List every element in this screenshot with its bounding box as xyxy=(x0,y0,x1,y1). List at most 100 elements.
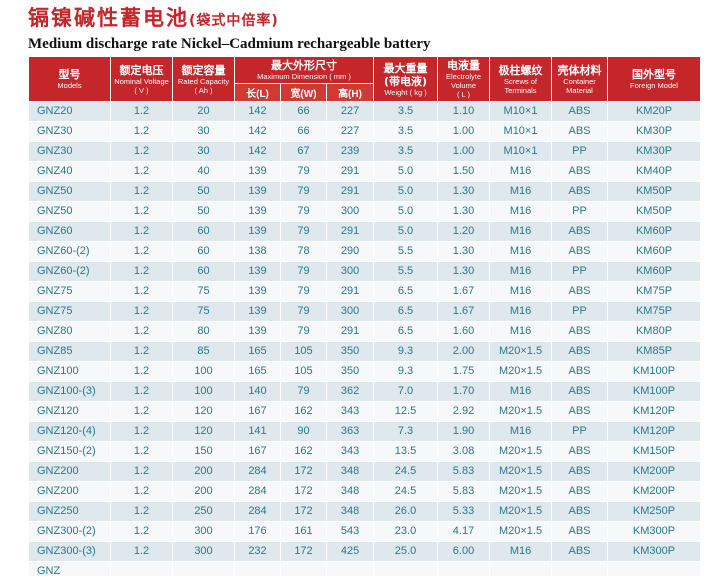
table-cell: 172 xyxy=(280,461,327,482)
table-cell: 30 xyxy=(172,121,235,142)
table-cell: 1.30 xyxy=(437,261,491,282)
table-cell: ABS xyxy=(551,281,609,302)
table-cell: 5.0 xyxy=(373,221,439,242)
table-cell: 9.3 xyxy=(373,341,439,362)
table-cell xyxy=(280,561,327,576)
model-cell: GNZ50 xyxy=(28,181,111,202)
table-row: GNZ100-(3) 1.2 100 140 79 362 7.0 1.70 M16 ABS KM1… xyxy=(28,381,702,402)
header-dimension-en: Maximum Dimension ( mm ) xyxy=(257,72,351,81)
table-cell: 6.5 xyxy=(373,301,439,322)
table-cell: KM300P xyxy=(607,541,702,562)
table-cell: 543 xyxy=(325,521,375,542)
table-cell: 1.2 xyxy=(110,541,173,562)
table-cell: 50 xyxy=(172,201,235,222)
table-cell: 3.08 xyxy=(437,441,491,462)
table-cell: ABS xyxy=(551,521,609,542)
table-cell: 1.00 xyxy=(437,141,491,162)
table-cell: 3.5 xyxy=(373,101,439,122)
table-cell: M16 xyxy=(489,201,553,222)
table-cell: 79 xyxy=(280,161,327,182)
table-cell: 1.00 xyxy=(437,121,491,142)
table-cell: 3.5 xyxy=(373,141,439,162)
header-capacity-cn: 额定容量 xyxy=(181,63,226,77)
table-cell: 75 xyxy=(172,281,235,302)
table-cell: M20×1.5 xyxy=(489,521,553,542)
table-cell: ABS xyxy=(551,321,609,342)
table-cell: 139 xyxy=(234,221,281,242)
table-cell: 1.2 xyxy=(110,181,173,202)
table-row: GNZ300-(3) 1.2 300 232 172 425 25.0 6.00 M16 ABS K… xyxy=(28,541,702,562)
table-cell: KM40P xyxy=(607,161,702,182)
table-cell: 300 xyxy=(172,521,235,542)
header-electrolyte-en2: Volume xyxy=(451,81,477,90)
table-cell: 165 xyxy=(234,361,281,382)
table-cell: M20×1.5 xyxy=(489,361,553,382)
table-row: GNZ50 1.2 50 139 79 300 5.0 1.30 M16 PP KM50P xyxy=(28,201,702,222)
model-cell: GNZ30 xyxy=(28,141,111,162)
table-cell: 25.0 xyxy=(373,541,439,562)
table-cell: M16 xyxy=(489,421,553,442)
header-electrolyte-cn: 电液量 xyxy=(447,59,481,72)
model-cell: GNZ150-(2) xyxy=(28,441,111,462)
header-weight-en: Weight ( kg ) xyxy=(384,87,427,97)
table-cell: KM60P xyxy=(607,261,702,282)
header-height: 高(H) xyxy=(325,83,375,102)
table-cell: 5.83 xyxy=(437,461,491,482)
table-row: GNZ250 1.2 250 284 172 348 26.0 5.33 M20×1.5 ABS K… xyxy=(28,501,702,522)
table-cell: 6.5 xyxy=(373,321,439,342)
header-models: 型号 Models xyxy=(28,56,111,102)
table-cell: 227 xyxy=(325,101,375,122)
header-screws-en2: Terminals xyxy=(504,85,537,95)
table-cell: 1.2 xyxy=(110,521,173,542)
table-cell: 139 xyxy=(234,201,281,222)
table-cell: 1.30 xyxy=(437,241,491,262)
table-cell: 232 xyxy=(234,541,281,562)
table-cell: M16 xyxy=(489,161,553,182)
header-electrolyte-volume: 电液量 Electrolyte Volume ( L ) xyxy=(437,56,491,102)
model-cell: GNZ250 xyxy=(28,501,111,522)
table-cell: 9.3 xyxy=(373,361,439,382)
table-cell: 172 xyxy=(280,481,327,502)
table-row: GNZ20 1.2 20 142 66 227 3.5 1.10 M10×1 ABS KM20P xyxy=(28,101,702,122)
table-cell: 1.90 xyxy=(437,421,491,442)
table-cell: 79 xyxy=(280,201,327,222)
table-cell: KM100P xyxy=(607,381,702,402)
page-title-chinese: 镉镍碱性蓄电池(袋式中倍率) xyxy=(28,5,728,34)
table-cell: 1.2 xyxy=(110,201,173,222)
table-cell: 300 xyxy=(172,541,235,562)
table-cell: ABS xyxy=(551,341,609,362)
table-cell: 79 xyxy=(280,281,327,302)
table-cell: 350 xyxy=(325,361,375,382)
table-cell: 239 xyxy=(325,141,375,162)
model-cell: GNZ120 xyxy=(28,401,111,422)
model-cell: GNZ200 xyxy=(28,481,111,502)
table-cell: ABS xyxy=(551,461,609,482)
table-cell: ABS xyxy=(551,401,609,422)
table-cell: 1.60 xyxy=(437,321,491,342)
table-cell: 1.2 xyxy=(110,281,173,302)
table-cell: 100 xyxy=(172,381,235,402)
table-cell: 162 xyxy=(280,441,327,462)
table-cell: 350 xyxy=(325,341,375,362)
table-row: GNZ75 1.2 75 139 79 300 6.5 1.67 M16 PP KM75P xyxy=(28,301,702,322)
table-cell: 5.5 xyxy=(373,241,439,262)
table-cell xyxy=(373,561,439,576)
model-cell: GNZ80 xyxy=(28,321,111,342)
header-row-main: 型号 Models 额定电压 Nominal Voltage ( V ) 额定容… xyxy=(28,56,702,102)
table-cell: 139 xyxy=(234,261,281,282)
table-cell: 1.2 xyxy=(110,261,173,282)
table-cell: M20×1.5 xyxy=(489,401,553,422)
table-cell xyxy=(234,561,281,576)
table-cell: 290 xyxy=(325,241,375,262)
table-cell: 1.2 xyxy=(110,481,173,502)
model-cell: GNZ40 xyxy=(28,161,111,182)
header-dimension-cn: 最大外形尺寸 xyxy=(271,59,337,72)
table-cell: PP xyxy=(551,201,609,222)
table-row: GNZ30 1.2 30 142 66 227 3.5 1.00 M10×1 ABS KM30P xyxy=(28,121,702,142)
table-cell: KM75P xyxy=(607,281,702,302)
table-cell: 80 xyxy=(172,321,235,342)
table-cell: 1.30 xyxy=(437,181,491,202)
model-cell: GNZ120-(4) xyxy=(28,421,111,442)
title-block: 镉镍碱性蓄电池(袋式中倍率) Medium discharge rate Nic… xyxy=(0,0,728,56)
table-cell: 348 xyxy=(325,461,375,482)
